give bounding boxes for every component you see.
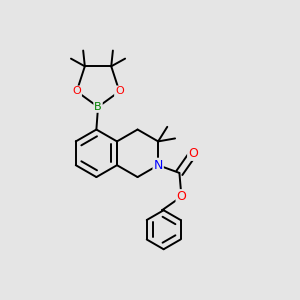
Text: O: O	[188, 147, 198, 160]
Text: O: O	[176, 190, 186, 203]
Text: B: B	[94, 102, 102, 112]
Text: N: N	[154, 159, 163, 172]
Text: O: O	[115, 86, 124, 96]
Text: O: O	[72, 86, 81, 96]
